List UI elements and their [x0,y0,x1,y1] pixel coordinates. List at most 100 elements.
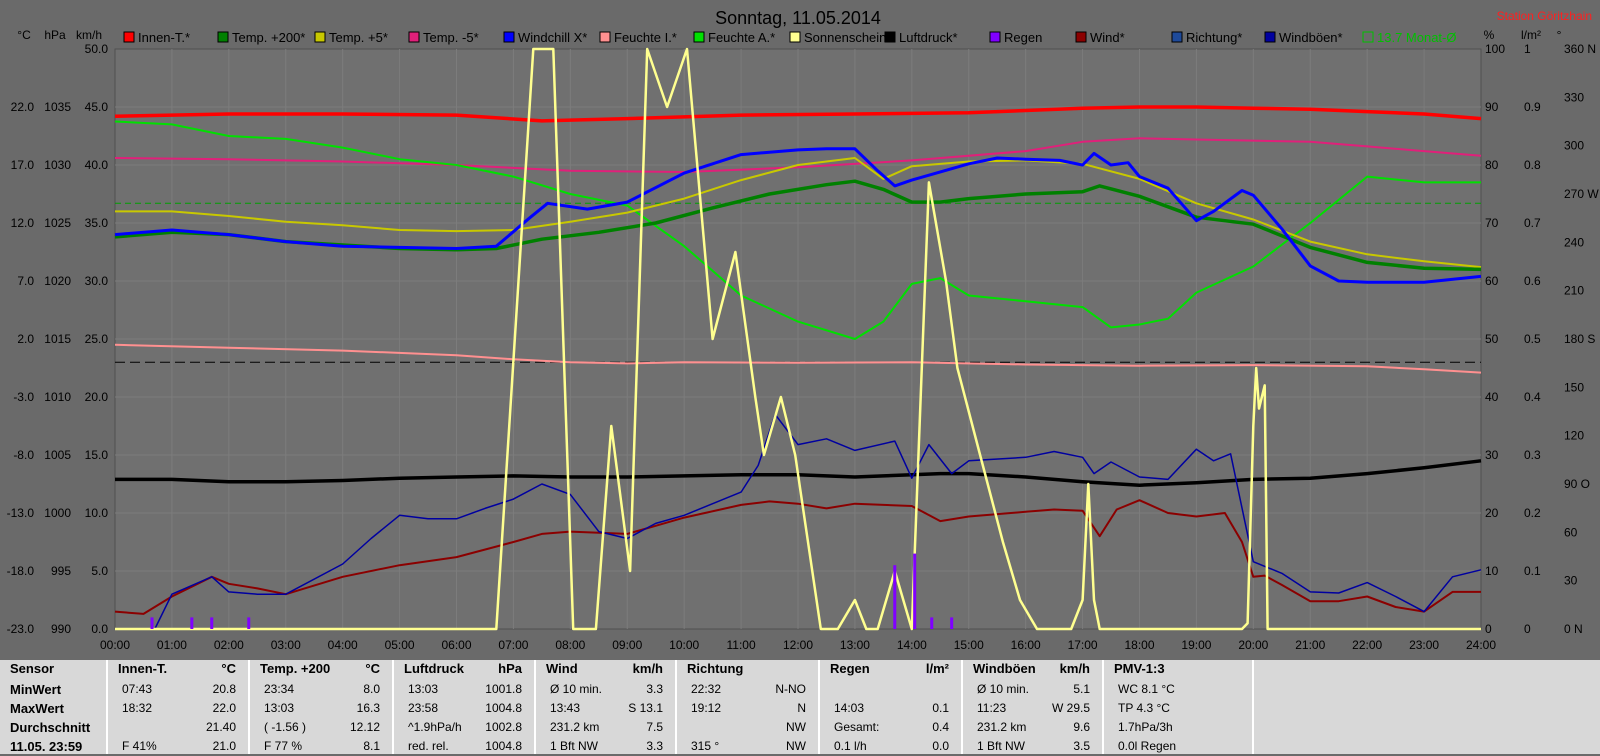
axis-labels: 22.0 17.0 12.0 7.0 2.0 -3.0 -8.0 -13.0 -18.0 -23.… [7,42,1600,652]
cell-value: 1001.8 [485,682,522,696]
column-header-label: Temp. +200 [260,661,331,676]
pct-tick-label: 40 [1485,390,1499,404]
cell-value: 21.0 [212,739,236,753]
cell-label: red. rel. [408,739,449,753]
series-line-windb-en [115,413,1482,630]
cell-label: Gesamt: [834,720,880,734]
x-tick-label: 04:00 [328,638,358,652]
pressure-tick-label: 1010 [44,390,71,404]
column-header-label: Windböen [973,661,1036,676]
rain-bar [913,553,917,629]
x-tick-label: 20:00 [1238,638,1268,652]
cell-value: 20.8 [212,682,236,696]
cell-value: 1004.8 [485,701,522,715]
legend-swatch [1362,31,1374,43]
x-tick-label: 02:00 [214,638,244,652]
table-row: TP 4.3 °C [1104,699,1252,718]
cell-value: W 29.5 [1051,701,1090,715]
table-row: NW [677,718,818,737]
legend-swatch [599,31,611,43]
cell-value: 12.12 [349,720,380,734]
rain-tick-label: 1 [1524,42,1531,56]
table-row: F 41% 21.0 [108,737,248,756]
series-line-innen-t [114,105,1482,123]
cell-label: 1 Bft NW [550,739,599,753]
table-row: ( -1.56 ) 12.12 [250,718,392,737]
series-line-feuchte-i [114,343,1482,374]
series-line-temp-5 [115,157,1482,269]
table-row: 11:23 W 29.5 [963,699,1102,718]
cell-value: 8.0 [363,682,380,696]
legend-swatch [314,31,326,43]
series-line-wind [114,499,1481,615]
direction-tick-label: 30 [1564,574,1578,588]
table-column-wind: Wind km/h Ø 10 min. 3.3 13:43 S 13.1 231.2 km 7… [536,660,677,754]
cell-value: 3.3 [646,739,663,753]
cell-label: 23:58 [408,701,439,715]
cell-label: F 77 % [264,739,303,753]
table-row: F 77 % 8.1 [250,737,392,756]
kmh-tick-label: 10.0 [85,506,109,520]
table-column-pmv: PMV-1:3 WC 8.1 °C TP 4.3 °C 1.7hPa/3h 0.0l R… [1104,660,1254,754]
pct-tick-label: 100 [1485,42,1505,56]
rain-tick-label: 0.6 [1524,274,1541,288]
direction-tick-label: 270 W [1564,187,1599,201]
legend-label: Luftdruck* [899,30,958,45]
rain-tick-label: 0.1 [1524,564,1541,578]
x-tick-label: 23:00 [1409,638,1439,652]
legend-label: Temp. +5* [329,30,388,45]
cell-label: Durchschnitt [10,720,91,735]
x-tick-label: 12:00 [783,638,813,652]
column-unit-label: hPa [498,661,522,676]
legend-swatch [693,31,705,43]
rain-bar [930,617,934,629]
rain-tick-label: 0.8 [1524,158,1541,172]
cell-value: 7.5 [646,720,663,734]
direction-tick-label: 300 [1564,139,1584,153]
legend-swatch [503,31,515,43]
table-row: 0.1 l/h 0.0 [820,737,961,756]
x-tick-label: 13:00 [840,638,870,652]
column-unit-label: km/h [632,661,663,676]
cell-label: 14:03 [834,701,865,715]
pct-tick-label: 70 [1485,216,1499,230]
cell-value: 16.3 [356,701,380,715]
table-row: 21.40 [108,718,248,737]
cell-label: 315 ° [691,739,720,753]
table-row: 22:32 N-NO [677,680,818,699]
chart-title: Sonntag, 11.05.2014 [715,8,881,28]
cell-label: F 41% [122,739,157,753]
table-row: 1 Bft NW 3.3 [536,737,675,756]
column-unit-label: °C [221,661,236,676]
x-tick-label: 00:00 [100,638,130,652]
kmh-tick-label: 30.0 [85,274,109,288]
weather-chart: Sonntag, 11.05.2014 Station Göritzhain °… [6,8,1600,652]
legend: Innen-T.* Temp. +200* Temp. +5* Temp. -5* Wi… [123,30,1457,45]
rain-bar [950,617,954,629]
cell-value: S 13.1 [628,701,663,715]
table-header: Wind km/h [536,660,675,679]
direction-tick-label: 330 [1564,90,1584,104]
direction-tick-label: 150 [1564,380,1584,394]
x-tick-label: 19:00 [1181,638,1211,652]
legend-label: Temp. -5* [423,30,479,45]
pressure-tick-label: 1015 [44,332,71,346]
table-row: 13:43 S 13.1 [536,699,675,718]
cell-label: Ø 10 min. [550,682,603,696]
series-layer [114,47,1482,631]
cell-value: 0.4 [932,720,949,734]
table-row: red. rel. 1004.8 [394,737,534,756]
cell-value: 1004.8 [485,739,522,753]
temp-tick-label: -18.0 [7,564,35,578]
rain-tick-label: 0.5 [1524,332,1541,346]
table-row [820,680,961,699]
pct-tick-label: 60 [1485,274,1499,288]
x-tick-label: 11:00 [727,638,756,652]
cell-label: 19:12 [691,701,722,715]
table-row: MaxWert [0,699,106,718]
cell-label: ( -1.56 ) [264,720,307,734]
legend-label: Innen-T.* [138,30,190,45]
table-row: 13:03 1001.8 [394,680,534,699]
rain-bar [893,565,897,629]
table-row: WC 8.1 °C [1104,680,1252,699]
